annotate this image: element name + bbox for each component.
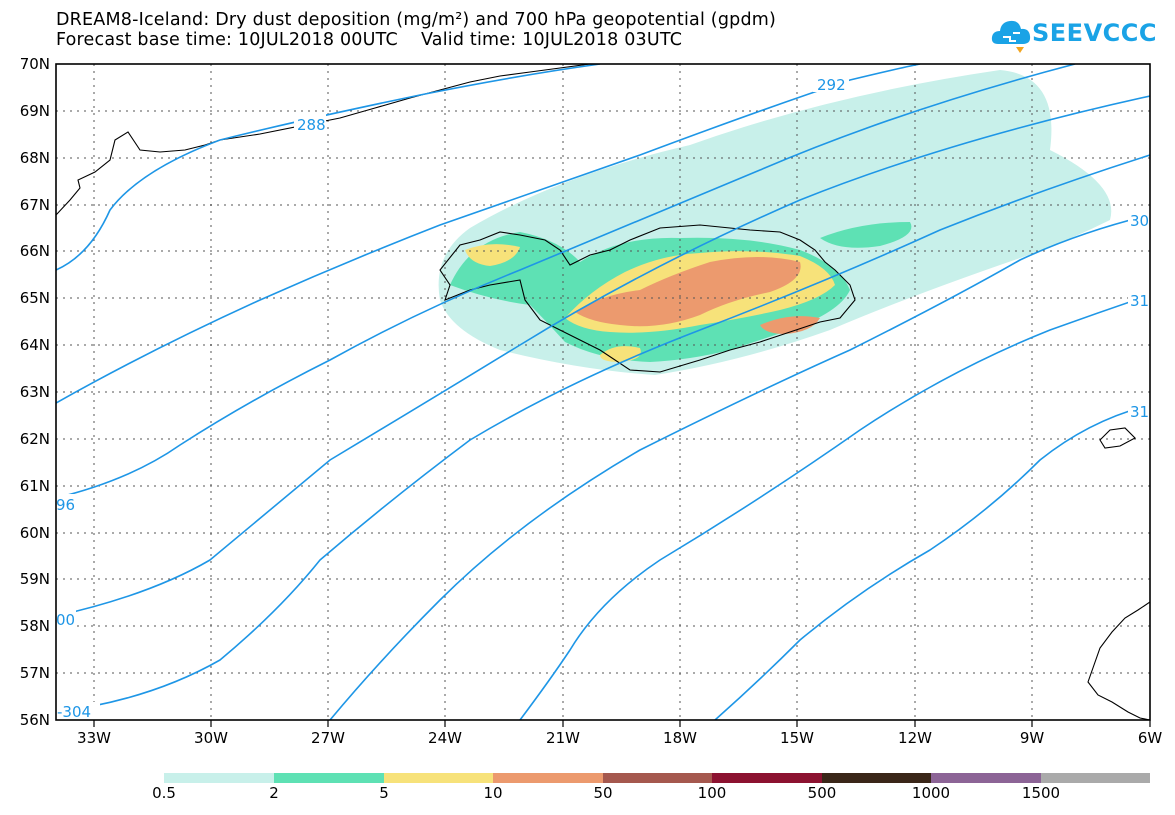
scotland-coastline (1087, 601, 1150, 720)
contour-labels: 288 292 96 00 -304 30 31 31 (56, 74, 1150, 721)
iceland-coastline (439, 224, 856, 373)
lat-label: 56N (20, 711, 50, 729)
lon-label: 18W (663, 729, 697, 747)
colorbar-segment (493, 773, 603, 783)
colorbar-segment (384, 773, 493, 783)
contour-label: 288 (297, 116, 326, 134)
contour-line (714, 404, 1150, 720)
faroe-coastline (1099, 427, 1136, 449)
colorbar-label: 50 (593, 784, 613, 802)
forecast-time-subtitle: Forecast base time: 10JUL2018 00UTC Vali… (56, 30, 683, 50)
colorbar-label: 10 (483, 784, 503, 802)
contour-label: 30 (1130, 212, 1149, 230)
longitude-labels: 33W 30W 27W 24W 21W 18W 15W 12W 9W 6W (77, 729, 1162, 747)
dust-level-10 (575, 257, 801, 327)
lon-label: 30W (194, 729, 228, 747)
colorbar-segment (1041, 773, 1150, 783)
colorbar-label: 1000 (911, 784, 951, 802)
lon-label: 15W (780, 729, 814, 747)
graticule (56, 64, 1150, 720)
contour-label: 292 (817, 76, 846, 94)
contour-label: 31 (1130, 403, 1149, 421)
lat-label: 62N (20, 430, 50, 448)
contour-label: 96 (56, 496, 75, 514)
colorbar-label: 5 (379, 784, 389, 802)
lon-label: 12W (898, 729, 932, 747)
colorbar-label: 2 (269, 784, 279, 802)
dust-level-10-b (760, 316, 820, 334)
lat-label: 69N (20, 102, 50, 120)
lon-label: 6W (1138, 729, 1163, 747)
colorbar-segment (164, 773, 274, 783)
contour-line (56, 64, 601, 271)
lat-label: 68N (20, 149, 50, 167)
lat-label: 63N (20, 383, 50, 401)
colorbar-segment (274, 773, 384, 783)
lat-label: 66N (20, 242, 50, 260)
contour-label: -304 (57, 703, 91, 721)
logo-text: SEEVCCC (1032, 19, 1157, 47)
lat-label: 58N (20, 617, 50, 635)
lon-label: 21W (546, 729, 580, 747)
colorbar-segment (822, 773, 931, 783)
lat-label: 60N (20, 524, 50, 542)
lat-label: 61N (20, 477, 50, 495)
contour-label: 31 (1130, 292, 1149, 310)
greenland-coastline (56, 64, 591, 216)
dust-level-2-b (820, 222, 912, 248)
dust-level-5-c (465, 244, 520, 266)
lon-label: 33W (77, 729, 111, 747)
contour-line (56, 64, 1076, 499)
lat-label: 64N (20, 336, 50, 354)
cloud-icon (991, 20, 1031, 53)
lon-label: 24W (428, 729, 462, 747)
map-frame (55, 63, 1151, 721)
latitude-labels: 70N 69N 68N 67N 66N 65N 64N 63N 62N 61N … (20, 55, 50, 729)
lat-label: 59N (20, 570, 50, 588)
colorbar-segment (931, 773, 1041, 783)
colorbar-segment (712, 773, 822, 783)
colorbar-label: 0.5 (152, 784, 176, 802)
lat-label: 70N (20, 55, 50, 73)
colorbar-label: 500 (807, 784, 837, 802)
lat-label: 65N (20, 289, 50, 307)
colorbar-label: 100 (697, 784, 727, 802)
dust-deposition-field (438, 70, 1112, 375)
seevccc-logo: SEEVCCC (990, 14, 1157, 58)
contour-line (329, 214, 1150, 720)
colorbar-label: 1500 (1021, 784, 1061, 802)
lon-label: 27W (311, 729, 345, 747)
contour-line (519, 294, 1150, 720)
axis-ticks (93, 720, 1151, 727)
contour-label: 00 (56, 611, 75, 629)
map-title: DREAM8-Iceland: Dry dust deposition (mg/… (56, 10, 777, 30)
lon-label: 9W (1020, 729, 1045, 747)
lat-label: 67N (20, 196, 50, 214)
contour-line (56, 95, 1150, 617)
colorbar-segment (603, 773, 712, 783)
contour-line (56, 154, 1150, 713)
lat-label: 57N (20, 664, 50, 682)
